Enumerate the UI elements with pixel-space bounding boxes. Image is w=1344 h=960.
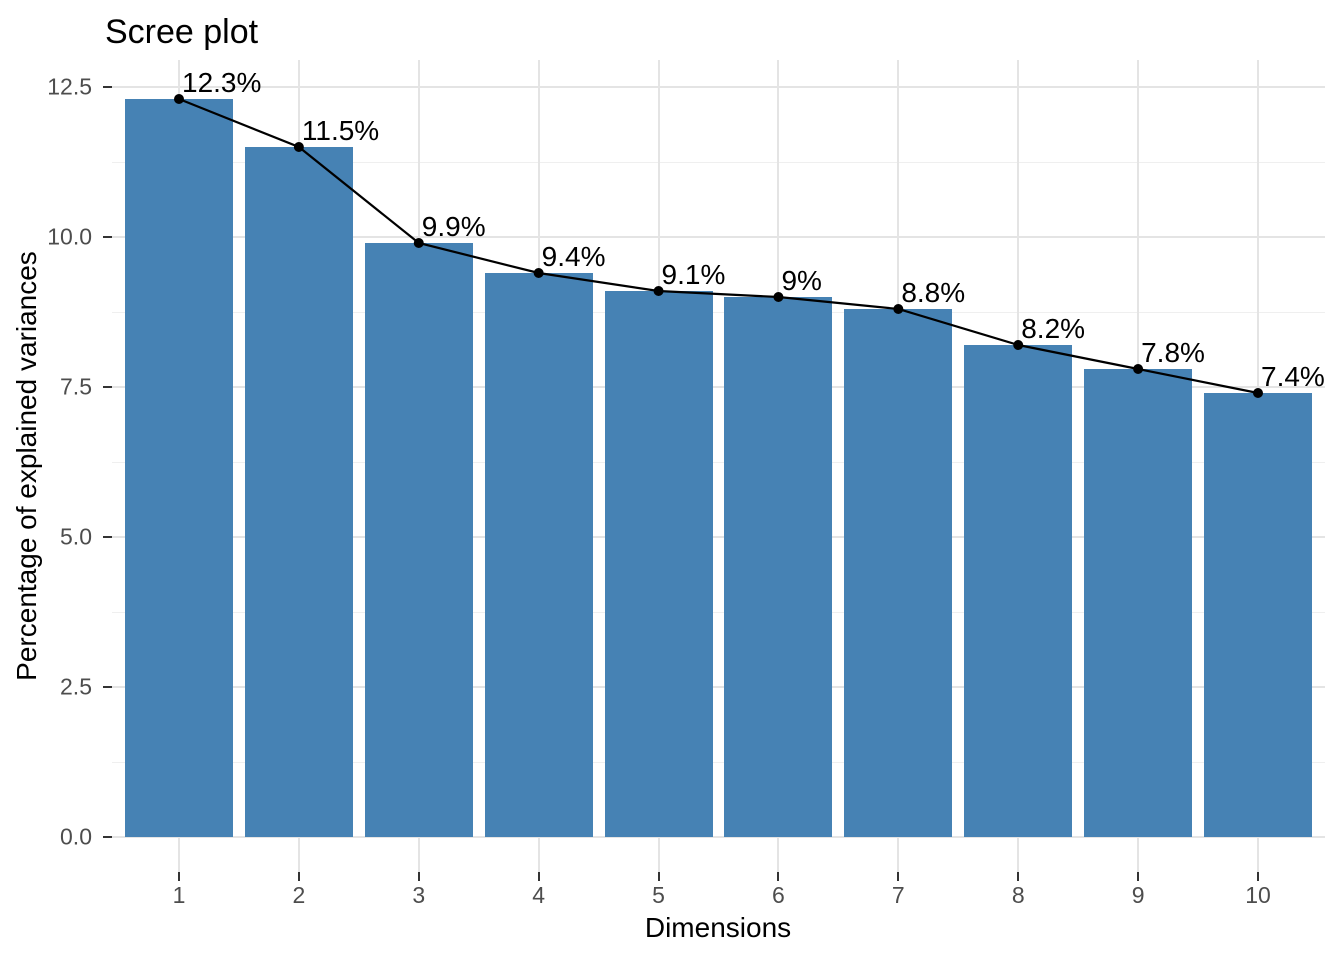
y-axis-title: Percentage of explained variances	[11, 251, 42, 681]
gridline-major	[112, 836, 1325, 838]
bar-dimension-5	[604, 291, 713, 837]
point-value-label: 9.9%	[421, 211, 486, 242]
bar-dimension-8	[964, 345, 1073, 837]
point-value-label: 8.8%	[901, 277, 966, 308]
x-tick-mark	[1137, 872, 1140, 881]
x-axis-title: Dimensions	[644, 912, 792, 943]
x-tick-label: 3	[412, 882, 426, 908]
y-tick-label: 12.5	[47, 73, 92, 100]
gridline-minor	[112, 462, 1325, 463]
x-tick-mark	[897, 872, 900, 881]
y-tick-label: 0.0	[60, 823, 92, 850]
y-tick-mark	[103, 386, 112, 388]
y-tick-mark	[103, 836, 112, 838]
bar-dimension-4	[484, 273, 593, 837]
y-tick-mark	[103, 686, 112, 688]
bar-dimension-9	[1084, 369, 1193, 837]
y-tick-mark	[103, 536, 112, 538]
x-tick-mark	[178, 872, 180, 881]
bar-dimension-7	[844, 309, 953, 837]
y-tick-mark	[103, 236, 112, 238]
point-value-label: 8.2%	[1021, 313, 1086, 344]
point-value-label: 11.5%	[301, 115, 380, 146]
bar-dimension-3	[364, 243, 473, 837]
bar-dimension-2	[244, 147, 353, 837]
x-tick-mark	[1257, 872, 1259, 881]
x-tick-label: 2	[292, 882, 306, 908]
gridline-major	[112, 686, 1325, 688]
y-tick-label: 10.0	[47, 223, 92, 250]
gridline-major	[112, 536, 1325, 538]
gridline-major	[112, 86, 1325, 88]
bar-dimension-10	[1204, 393, 1312, 837]
x-tick-label: 5	[652, 882, 665, 908]
gridline-minor	[112, 762, 1325, 763]
x-tick-mark	[777, 872, 780, 881]
x-tick-label: 4	[532, 882, 546, 908]
x-tick-mark	[537, 872, 540, 881]
bar-dimension-6	[724, 297, 833, 837]
point-value-label: 7.8%	[1141, 337, 1205, 368]
point-value-label: 7.4%	[1261, 361, 1325, 392]
x-tick-mark	[1017, 872, 1020, 881]
x-tick-label: 7	[891, 882, 905, 908]
chart-title: Scree plot	[105, 13, 259, 51]
x-tick-mark	[417, 872, 420, 881]
x-tick-label: 8	[1011, 882, 1025, 908]
point-value-label: 12.3%	[182, 67, 262, 98]
x-tick-label: 10	[1245, 882, 1271, 908]
y-tick-mark	[103, 86, 112, 88]
y-tick-label: 7.5	[60, 373, 92, 400]
x-tick-label: 1	[172, 882, 186, 908]
x-tick-mark	[297, 872, 300, 881]
point-value-label: 9%	[781, 265, 822, 296]
x-tick-label: 6	[772, 882, 785, 908]
gridline-minor	[112, 612, 1325, 613]
point-value-label: 9.1%	[661, 259, 726, 290]
x-tick-mark	[657, 872, 660, 881]
x-tick-label: 9	[1131, 882, 1145, 908]
point-value-label: 9.4%	[541, 241, 606, 272]
y-tick-label: 5.0	[60, 523, 92, 550]
bar-dimension-1	[125, 99, 233, 837]
y-tick-label: 2.5	[60, 673, 92, 700]
